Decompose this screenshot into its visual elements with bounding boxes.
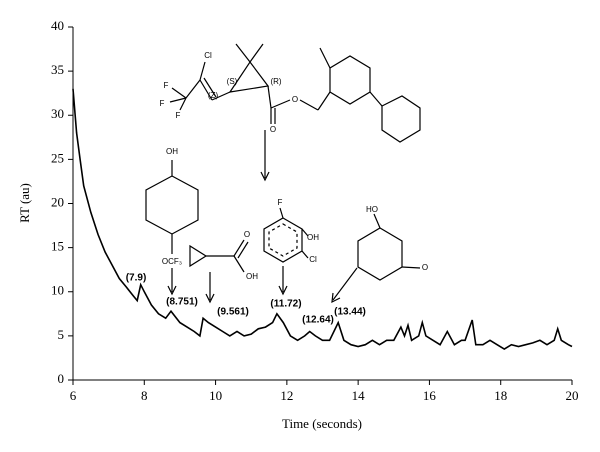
- bond: [301, 228, 309, 237]
- y-tick-label: 0: [58, 371, 65, 386]
- y-tick-label: 15: [51, 239, 64, 254]
- ring: [329, 55, 371, 105]
- bond: [401, 266, 421, 269]
- x-tick-label: 12: [280, 388, 293, 403]
- y-tick-label: 25: [51, 150, 64, 165]
- annotation: HO: [366, 205, 378, 214]
- bond: [233, 239, 245, 257]
- arrow: [331, 292, 341, 304]
- bond: [267, 85, 272, 109]
- bond: [270, 99, 291, 109]
- bond: [369, 91, 383, 107]
- ring: [381, 95, 421, 143]
- arrow: [332, 267, 358, 301]
- annotation: (12.64): [302, 315, 334, 326]
- y-tick-label: 20: [51, 194, 64, 209]
- annotation: F: [278, 198, 283, 207]
- x-tick-label: 8: [141, 388, 148, 403]
- y-tick-label: 5: [58, 327, 65, 342]
- ring: [268, 223, 298, 257]
- annotation: O: [244, 230, 250, 239]
- cyclopropane: [189, 244, 208, 268]
- x-tick-label: 10: [209, 388, 222, 403]
- bond: [199, 79, 213, 101]
- y-tick-label: 35: [51, 62, 64, 77]
- y-tick-label: 10: [51, 283, 64, 298]
- annotation: (R): [270, 77, 281, 86]
- annotation: F: [160, 99, 165, 108]
- annotation: OH: [307, 233, 319, 242]
- bond: [185, 79, 201, 99]
- ring: [357, 227, 403, 281]
- arrow: [260, 171, 270, 182]
- annotation: F: [176, 111, 181, 120]
- annotation: OH: [166, 147, 178, 156]
- bond: [373, 213, 381, 229]
- bond: [319, 47, 331, 69]
- bond: [237, 241, 249, 259]
- annotation: (S): [227, 77, 238, 86]
- annotation: (8.751): [166, 297, 198, 308]
- y-tick-label: 40: [51, 18, 64, 33]
- arrow: [278, 285, 288, 296]
- annotation: Cl: [309, 255, 317, 264]
- y-axis-label: RT (au): [17, 183, 32, 223]
- bond: [199, 61, 206, 81]
- annotation: (13.44): [334, 307, 366, 318]
- x-tick-label: 16: [423, 388, 437, 403]
- bond: [203, 77, 217, 98]
- bond: [235, 43, 251, 63]
- bond: [317, 91, 331, 111]
- y-tick-label: 30: [51, 106, 64, 121]
- annotation: Cl: [204, 51, 212, 60]
- arrow: [167, 285, 177, 296]
- annotation: F: [164, 81, 169, 90]
- annotation: O: [292, 95, 298, 104]
- bond: [301, 250, 309, 259]
- bond: [299, 99, 319, 111]
- bond: [179, 97, 187, 111]
- arrow: [205, 293, 215, 304]
- ring: [145, 175, 199, 235]
- bond: [233, 255, 245, 273]
- structures: [145, 43, 421, 304]
- cyclopropane: [228, 60, 270, 93]
- annotation: O: [270, 125, 276, 134]
- data-line: [72, 88, 573, 351]
- bond: [211, 91, 231, 101]
- annotation: O: [422, 263, 428, 272]
- x-tick-label: 14: [352, 388, 366, 403]
- bond: [279, 207, 284, 219]
- bond: [171, 87, 187, 99]
- x-tick-label: 18: [494, 388, 507, 403]
- annotation: (Z): [208, 91, 219, 100]
- bond: [169, 97, 187, 103]
- annotation: OH: [246, 272, 258, 281]
- annotation: (11.72): [270, 299, 301, 310]
- bond: [249, 43, 264, 63]
- x-axis-label: Time (seconds): [282, 416, 362, 431]
- x-tick-label: 20: [566, 388, 579, 403]
- annotation: (7.9): [126, 273, 147, 284]
- annotation: (9.561): [217, 307, 249, 318]
- x-tick-label: 6: [70, 388, 77, 403]
- annotation: OCF₃: [162, 257, 182, 266]
